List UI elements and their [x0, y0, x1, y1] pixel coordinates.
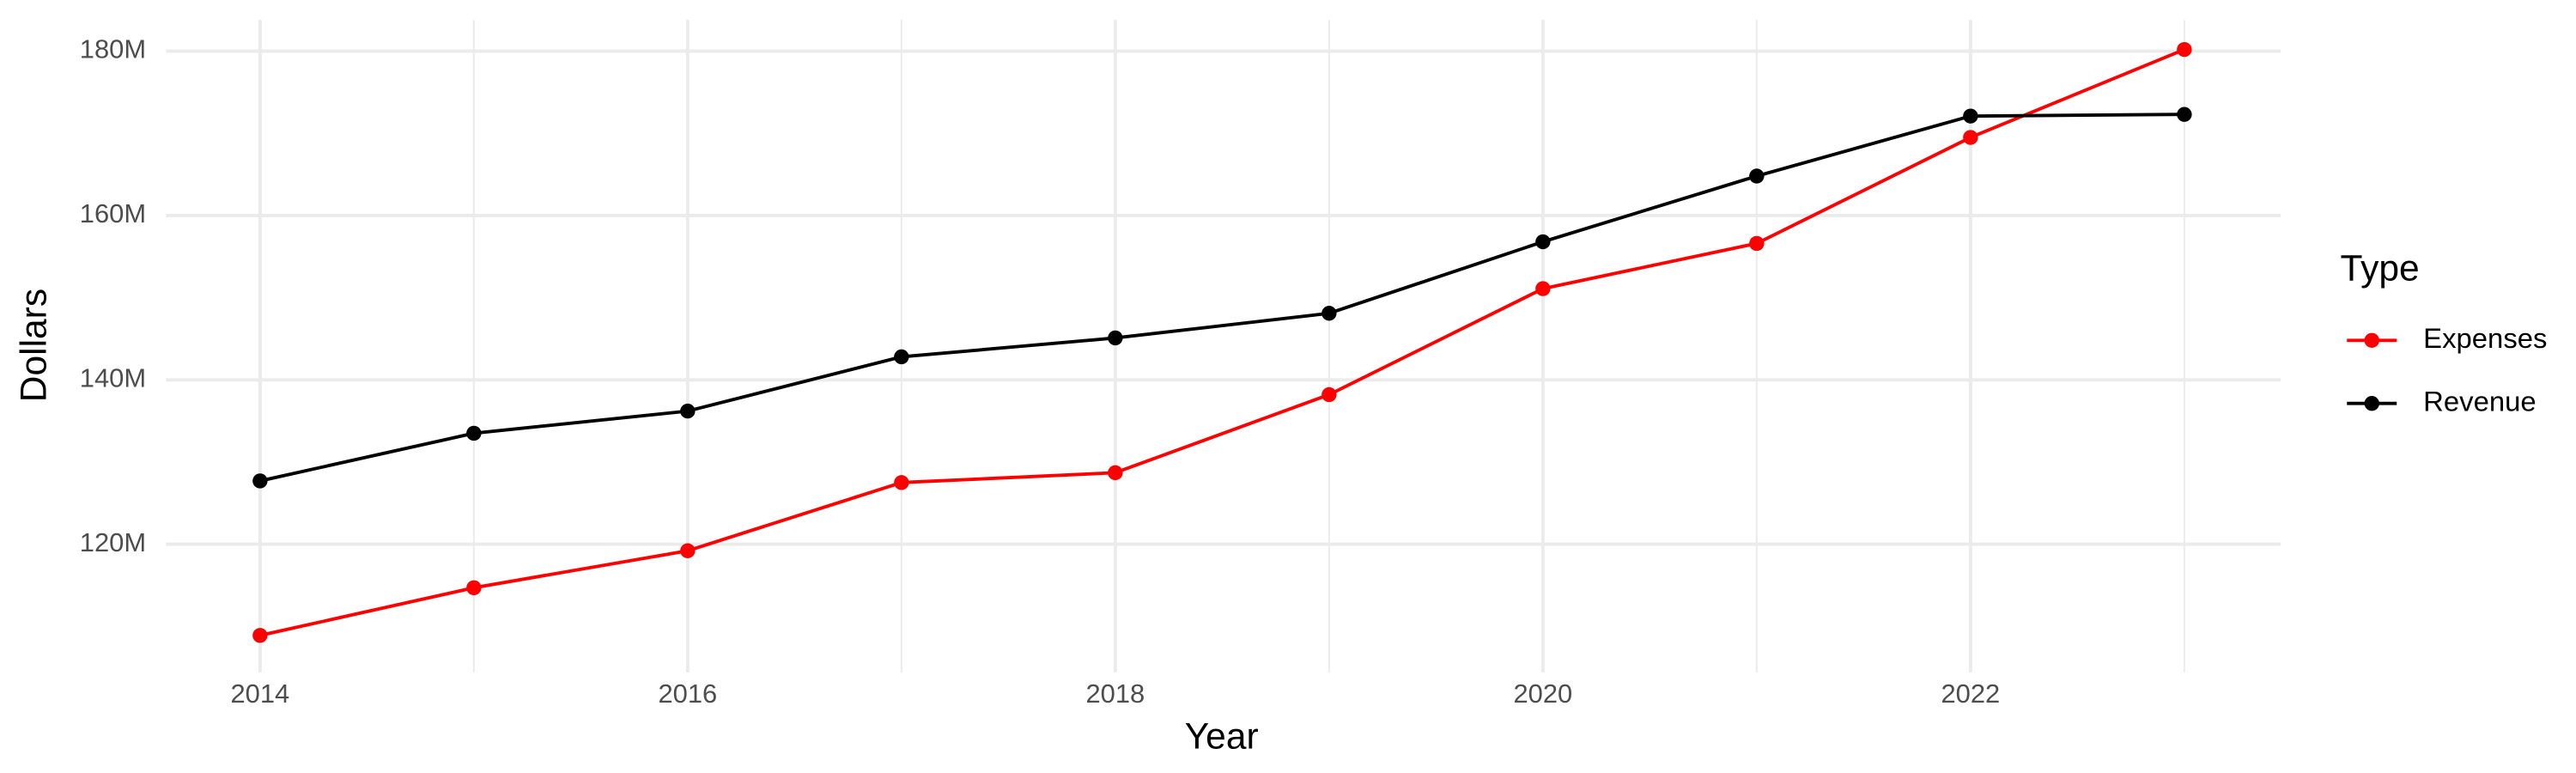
data-point: [466, 580, 482, 596]
data-point: [680, 543, 696, 558]
legend-label: Revenue: [2423, 385, 2537, 417]
series-line: [259, 113, 2184, 483]
data-point: [1535, 234, 1551, 250]
legend-marker: [2364, 332, 2379, 348]
y-axis-title: Dollars: [15, 289, 55, 402]
data-point: [1535, 281, 1551, 296]
data-point: [1321, 306, 1337, 321]
y-tick-label: 120M: [80, 527, 146, 557]
x-axis-title: Year: [1185, 716, 1259, 757]
data-point: [2177, 41, 2192, 58]
x-tick-label: 2014: [230, 679, 289, 709]
data-point: [466, 425, 482, 441]
data-point: [894, 475, 909, 490]
data-point: [1321, 386, 1337, 403]
data-point: [894, 349, 909, 365]
legend-title: Type: [2341, 248, 2420, 289]
data-point: [1108, 330, 1123, 346]
legend-marker: [2364, 396, 2379, 411]
data-point: [1108, 465, 1123, 481]
data-point: [1749, 235, 1765, 252]
y-tick-label: 180M: [80, 34, 146, 64]
x-tick-label: 2022: [1941, 679, 2000, 709]
data-point: [1749, 168, 1765, 184]
data-point: [252, 628, 268, 643]
x-tick-label: 2016: [658, 679, 717, 709]
legend-label: Expenses: [2423, 322, 2547, 354]
x-tick-label: 2018: [1085, 679, 1145, 709]
data-point: [252, 473, 268, 489]
y-tick-label: 160M: [80, 198, 146, 228]
data-point: [2177, 107, 2192, 122]
y-tick-label: 140M: [80, 362, 146, 393]
data-point: [680, 403, 696, 419]
data-point: [1963, 108, 1978, 124]
series-line: [259, 47, 2185, 637]
x-tick-label: 2020: [1513, 679, 1572, 709]
data-point: [1963, 130, 1978, 145]
